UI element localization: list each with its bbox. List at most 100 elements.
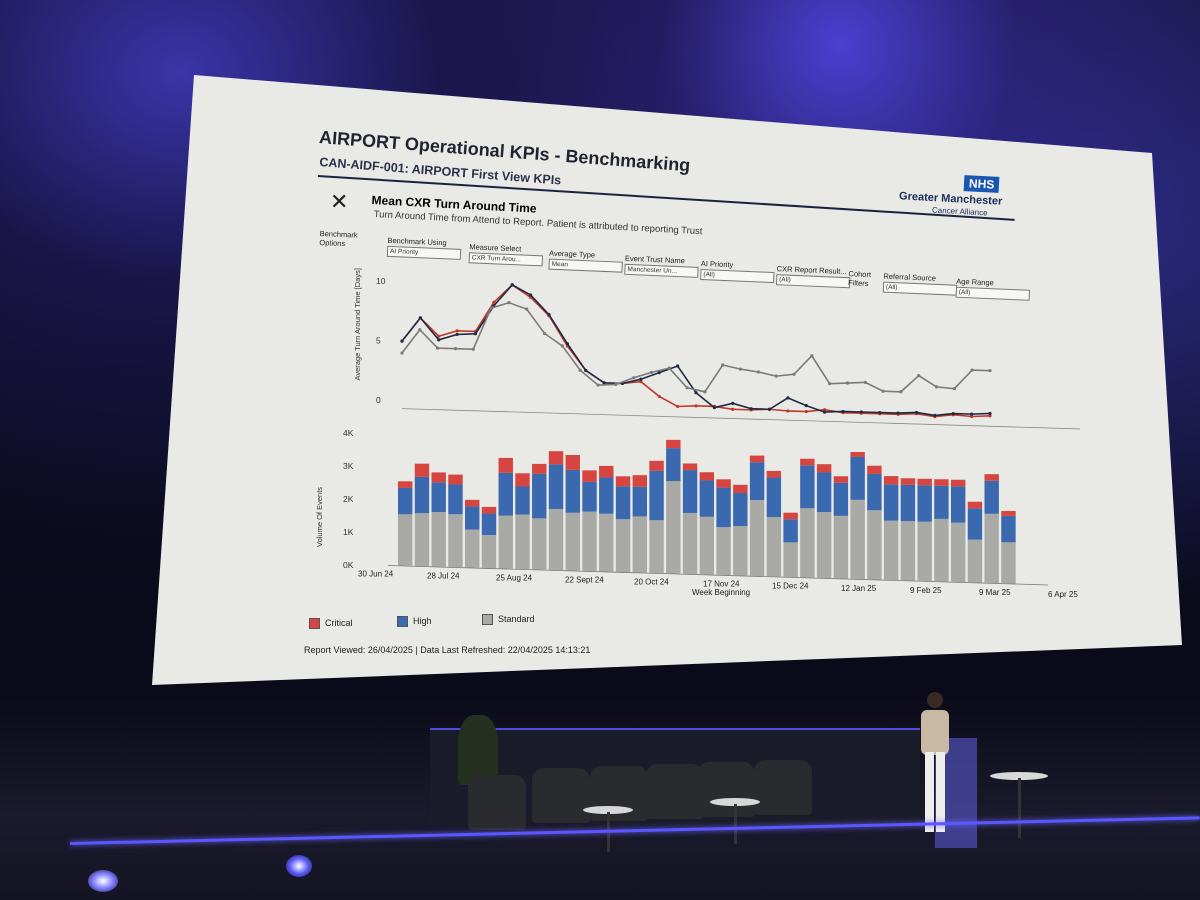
line-point [988, 411, 992, 416]
bar-segment-critical [465, 499, 480, 507]
line-point [578, 368, 582, 372]
line-point [749, 407, 753, 411]
line-chart-baseline [401, 408, 1081, 430]
bar-segment-high [666, 448, 681, 482]
bar-segment-high [431, 482, 446, 513]
legend-high-swatch [397, 616, 408, 628]
bar-segment-high [498, 472, 513, 516]
line-point [489, 306, 493, 310]
bar-segment-standard [498, 515, 513, 569]
bar-segment-standard [599, 513, 614, 572]
bar-segment-high [582, 481, 597, 512]
line-point [878, 410, 882, 415]
bar-segment-high [917, 485, 932, 522]
line-point [547, 312, 551, 317]
bar-segment-critical [733, 484, 748, 494]
bar-segment-critical [867, 465, 882, 474]
bar-segment-standard [649, 520, 664, 574]
line-point [970, 412, 974, 416]
bar-segment-high [716, 487, 731, 528]
bar-segment-standard [850, 499, 865, 580]
armchair [697, 762, 755, 817]
bar-segment-critical [934, 479, 949, 486]
bar-segment-critical [515, 473, 530, 487]
bar-segment-critical [632, 475, 648, 487]
line-series [401, 301, 991, 393]
bar-segment-high [599, 477, 614, 514]
bar-segment-critical [565, 455, 580, 470]
bar-segment-standard [733, 526, 748, 576]
bar-segment-standard [934, 518, 949, 582]
bar-segment-critical [967, 501, 983, 509]
bar-segment-standard [867, 510, 882, 580]
bar-segment-standard [800, 508, 815, 578]
line-y-axis-label: Average Turn Around Time [Days] [353, 268, 362, 380]
line-point [933, 413, 937, 417]
line-series [401, 283, 991, 417]
line-series [401, 283, 991, 418]
bar-segment-high [900, 484, 916, 522]
line-point [703, 390, 707, 394]
bar-segment-critical [548, 451, 564, 465]
bar-x-tick-label: 17 Nov 24 [703, 580, 740, 589]
bar-segment-high [967, 508, 983, 540]
legend-standard: Standard [482, 614, 535, 626]
line-y-tick-label: 5 [376, 336, 381, 346]
line-point [614, 382, 618, 387]
line-point [657, 394, 661, 399]
line-point [437, 338, 441, 342]
line-point [510, 283, 514, 287]
bar-segment-high [850, 456, 865, 500]
bar-x-tick-label: 12 Jan 25 [841, 584, 877, 593]
bar-segment-standard [398, 514, 413, 566]
line-point [657, 371, 661, 375]
bar-segment-standard [682, 512, 698, 575]
bar-segment-standard [582, 511, 597, 572]
report-footer: Report Viewed: 26/04/2025 | Data Last Re… [304, 645, 591, 655]
bar-segment-standard [699, 516, 715, 575]
bar-segment-critical [498, 457, 513, 473]
bar-segment-standard [749, 500, 765, 577]
turnaround-line-chart: Average Turn Around Time [Days] 10 5 0 [353, 268, 1081, 430]
bar-segment-high [414, 476, 430, 514]
legend-high-label: High [413, 616, 432, 626]
line-point [863, 380, 867, 384]
line-point [823, 408, 827, 412]
line-point [542, 331, 547, 336]
bar-segment-critical [917, 478, 932, 486]
bar-segment-high [816, 472, 832, 513]
line-point [639, 377, 643, 381]
line-point [473, 332, 478, 336]
bar-x-tick-label: 6 Apr 25 [1048, 590, 1078, 599]
line-point [400, 351, 404, 355]
close-icon[interactable]: ✕ [330, 189, 349, 214]
bar-segment-standard [515, 514, 530, 569]
bar-segment-standard [900, 521, 916, 581]
bar-segment-standard [716, 527, 731, 576]
table-leg [1018, 778, 1021, 838]
line-point [988, 369, 992, 373]
legend-standard-swatch [482, 614, 493, 626]
line-point [988, 414, 992, 418]
line-point [804, 403, 808, 408]
legend-critical: Critical [309, 618, 353, 630]
bar-segment-high [548, 464, 564, 509]
bar-segment-critical [398, 481, 413, 488]
bar-segment-standard [666, 481, 681, 574]
bar-segment-high [984, 480, 999, 514]
line-point [786, 409, 790, 413]
bar-y-tick-label: 0K [343, 560, 354, 570]
bar-segment-critical [1001, 510, 1016, 516]
bar-segment-standard [816, 512, 832, 579]
bar-y-tick-label: 3K [343, 461, 354, 471]
bar-segment-critical [666, 439, 681, 449]
line-y-tick-label: 10 [376, 276, 386, 286]
bar-segment-critical [900, 478, 916, 485]
bar-segment-standard [565, 512, 580, 571]
line-point [453, 347, 458, 351]
line-point [676, 364, 680, 368]
bar-segment-standard [766, 517, 782, 577]
line-point [914, 410, 919, 415]
line-point [632, 376, 636, 380]
line-point [823, 410, 827, 414]
